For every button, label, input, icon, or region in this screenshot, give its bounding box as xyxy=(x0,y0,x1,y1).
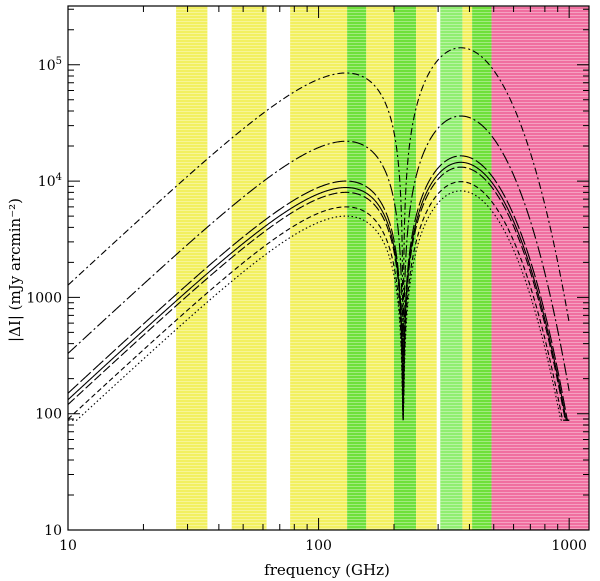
x-axis-label: frequency (GHz) xyxy=(264,561,390,579)
axis-ticks xyxy=(67,6,589,531)
x-tick-label: 10 xyxy=(59,538,77,554)
frequency-band-hatch-4 xyxy=(366,6,395,530)
y-tick-label: 10 xyxy=(44,523,62,539)
frequency-band-hatch-9 xyxy=(472,6,492,530)
curve-solid xyxy=(67,161,570,421)
frequency-band-hatch-7 xyxy=(440,6,463,530)
y-tick-label: 100 xyxy=(35,407,62,423)
curve-medium-dash xyxy=(67,166,570,421)
frequency-band-hatch-10 xyxy=(491,6,589,530)
y-tick-labels: 10 100 1000 104 105 xyxy=(26,56,62,539)
frequency-bands xyxy=(176,6,589,530)
tick-marks xyxy=(67,6,589,531)
spectrum-curves xyxy=(67,47,570,421)
y-tick-label: 105 xyxy=(38,56,62,74)
x-tick-label: 1000 xyxy=(551,538,587,554)
frequency-band-hatch-0 xyxy=(176,6,208,530)
frequency-band-hatch-3 xyxy=(347,6,367,530)
x-tick-label: 100 xyxy=(305,538,332,554)
curve-dash-dot-long xyxy=(67,115,570,421)
x-tick-labels: 10 100 1000 xyxy=(59,538,587,554)
frequency-band-hatch-6 xyxy=(416,6,437,530)
curve-short-dash xyxy=(67,181,570,421)
y-tick-label: 104 xyxy=(38,172,62,190)
y-axis-label: |ΔI| (mJy arcmin⁻²) xyxy=(6,198,24,342)
curve-long-dash xyxy=(67,155,570,421)
frequency-band-hatch-8 xyxy=(462,6,473,530)
plot-frame xyxy=(67,5,590,531)
y-tick-label: 1000 xyxy=(26,290,62,306)
curve-dash-dot-short xyxy=(67,47,570,380)
frequency-band-hatch-2 xyxy=(290,6,348,530)
